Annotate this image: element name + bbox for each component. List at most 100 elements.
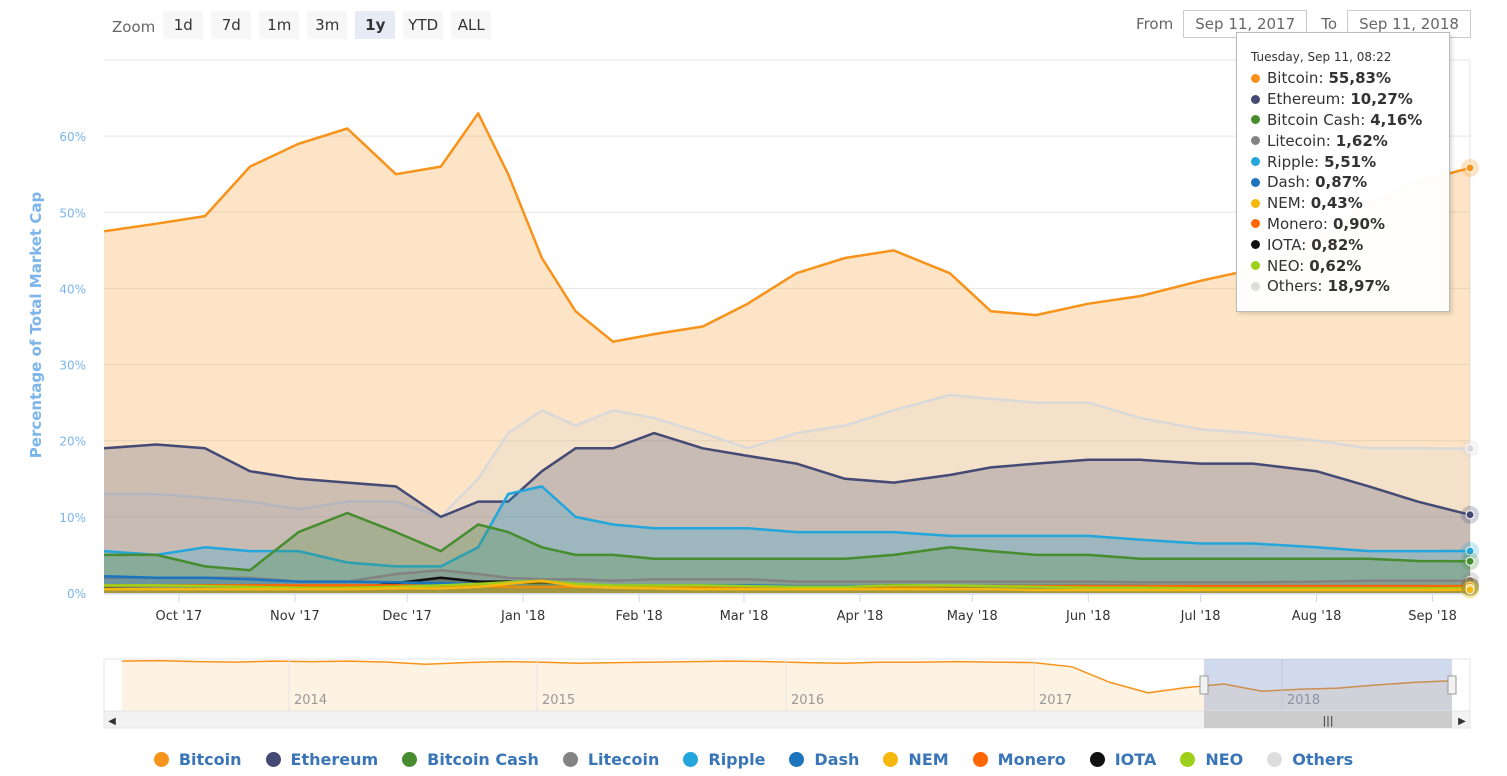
tooltip-series-value: 4,16%	[1370, 110, 1423, 129]
x-tick-label: Nov '17	[270, 609, 320, 624]
marker-litecoin	[1465, 576, 1475, 586]
y-tick-label: 10%	[59, 511, 86, 525]
zoom-1y-button[interactable]: 1y	[355, 11, 396, 39]
zoom-7d-button[interactable]: 7d	[211, 11, 252, 39]
legend-item-others[interactable]: Others	[1267, 750, 1353, 769]
legend-item-monero[interactable]: Monero	[972, 750, 1066, 769]
tooltip-series-value: 0,43%	[1310, 194, 1363, 213]
tooltip: Tuesday, Sep 11, 08:22 Bitcoin: 55,83% Eth…	[1236, 32, 1450, 312]
to-label: To	[1321, 15, 1337, 33]
legend: Bitcoin Ethereum Bitcoin Cash Litecoin Rippl…	[0, 746, 1507, 772]
zoom-label: Zoom	[112, 18, 156, 36]
legend-dot-icon	[265, 751, 281, 767]
navigator-selection	[1204, 659, 1452, 711]
marker-monero	[1465, 581, 1475, 591]
marker-halo	[1461, 577, 1479, 596]
navigator-box	[103, 658, 1471, 712]
series-dot-icon	[1251, 261, 1260, 271]
zoom-all-button[interactable]: ALL	[451, 11, 492, 39]
zoom-1m-button[interactable]: 1m	[259, 11, 300, 39]
y-tick-label: 0%	[67, 587, 86, 601]
legend-dot-icon	[1089, 751, 1105, 767]
tooltip-series-name: IOTA:	[1267, 235, 1307, 254]
from-label: From	[1136, 15, 1174, 33]
marker-halo	[1461, 579, 1479, 598]
navigator-year-label: 2016	[791, 693, 824, 708]
x-tick-label: Aug '18	[1292, 609, 1342, 624]
legend-dot-icon	[883, 751, 899, 767]
tooltip-series-name: Monero:	[1267, 214, 1328, 233]
line-dash	[103, 574, 1471, 588]
x-tick-label: Jul '18	[1180, 609, 1221, 624]
marker-iota	[1465, 582, 1475, 592]
tooltip-series-name: Others:	[1267, 277, 1323, 296]
line-litecoin	[104, 568, 1471, 584]
x-tick-label: Jan '18	[500, 609, 545, 624]
tooltip-series-name: Ethereum:	[1267, 90, 1346, 109]
legend-item-nem[interactable]: NEM	[883, 749, 949, 769]
series-dot-icon	[1251, 73, 1260, 83]
line-monero	[104, 584, 1470, 589]
marker-halo	[1461, 552, 1479, 571]
tooltip-series-value: 18,97%	[1327, 277, 1390, 296]
navigator-area	[122, 660, 1452, 711]
legend-item-litecoin[interactable]: Litecoin	[562, 750, 659, 769]
date-range: From Sep 11, 2017 To Sep 11, 2018	[1136, 10, 1471, 38]
line-ethereum	[103, 431, 1471, 519]
legend-item-bitcoin[interactable]: Bitcoin	[153, 750, 242, 769]
legend-item-dash[interactable]: Dash	[789, 750, 859, 769]
legend-dot-icon	[972, 751, 988, 767]
y-tick-label: 30%	[59, 359, 86, 373]
tooltip-row: Monero: 0,90%	[1237, 214, 1449, 235]
line-bitcoin-cash	[104, 511, 1471, 572]
zoom-bar: Zoom 1d 7d 1m 3m 1y YTD ALL	[112, 10, 499, 40]
series-dot-icon	[1251, 157, 1260, 167]
tooltip-series-value: 10,27%	[1350, 90, 1413, 109]
marker-ripple	[1465, 546, 1475, 556]
legend-item-ripple[interactable]: Ripple	[683, 750, 765, 769]
area-others	[104, 395, 1470, 593]
zoom-1d-button[interactable]: 1d	[163, 11, 204, 39]
series-dot-icon	[1251, 198, 1260, 208]
navigator-year-label: 2017	[1039, 693, 1072, 708]
legend-item-bitcoin-cash[interactable]: Bitcoin Cash	[402, 750, 539, 769]
navigator-year-label: 2014	[294, 693, 327, 708]
tooltip-row: Ethereum: 10,27%	[1237, 89, 1449, 110]
zoom-ytd-button[interactable]: YTD	[403, 11, 444, 39]
marker-halo	[1461, 580, 1479, 599]
marker-halo	[1461, 542, 1479, 561]
marker-bitcoin-cash	[1465, 556, 1475, 566]
legend-item-neo[interactable]: NEO	[1180, 750, 1243, 769]
marker-halo	[1461, 158, 1479, 177]
tooltip-series-name: Bitcoin Cash:	[1267, 110, 1366, 129]
scroll-left-icon: ◀	[108, 716, 116, 727]
series-dot-icon	[1251, 177, 1260, 187]
tooltip-row: NEM: 0,43%	[1237, 193, 1449, 214]
legend-label: Ripple	[708, 749, 766, 769]
legend-item-ethereum[interactable]: Ethereum	[265, 750, 378, 769]
marker-bitcoin	[1465, 163, 1475, 173]
tooltip-series-name: Ripple:	[1267, 152, 1320, 171]
legend-label: Bitcoin Cash	[427, 749, 539, 769]
series-dot-icon	[1251, 219, 1260, 229]
y-tick-label: 60%	[59, 130, 86, 144]
y-tick-label: 50%	[59, 206, 86, 220]
legend-dot-icon	[1267, 751, 1283, 767]
tooltip-series-name: Litecoin:	[1267, 131, 1331, 150]
zoom-3m-button[interactable]: 3m	[307, 11, 348, 39]
tooltip-row: IOTA: 0,82%	[1237, 234, 1449, 255]
area-litecoin	[104, 570, 1470, 593]
legend-label: NEM	[908, 749, 949, 769]
legend-item-iota[interactable]: IOTA	[1089, 750, 1156, 769]
legend-dot-icon	[153, 751, 169, 767]
scroll-right-icon: ▶	[1458, 716, 1466, 727]
area-bitcoin-cash	[104, 513, 1470, 593]
area-dash	[104, 576, 1470, 593]
x-tick-label: Mar '18	[720, 609, 769, 624]
marker-nem	[1465, 585, 1475, 595]
x-tick-label: Apr '18	[837, 609, 884, 624]
series-dot-icon	[1251, 136, 1260, 146]
line-iota	[103, 576, 1471, 591]
tooltip-series-value: 0,87%	[1315, 173, 1368, 192]
tooltip-series-name: NEO:	[1267, 256, 1305, 275]
